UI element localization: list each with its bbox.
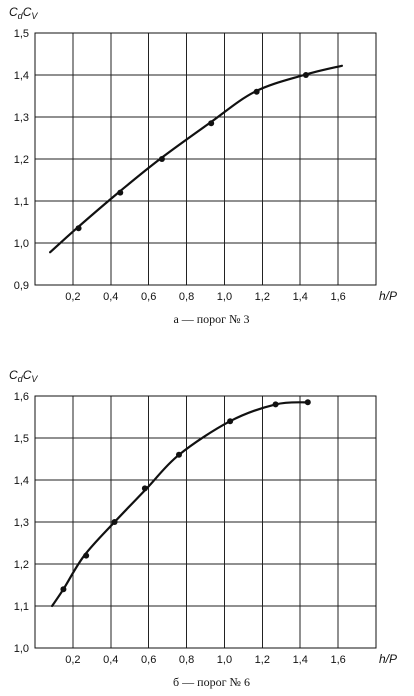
x-tick-label: 0,4 [103, 654, 118, 666]
x-tick-label: 0,6 [141, 654, 156, 666]
x-axis-label: h/P [379, 652, 397, 666]
data-point [302, 72, 309, 78]
data-point [208, 120, 215, 127]
y-tick-label: 1,2 [14, 154, 29, 166]
x-tick-label: 1,0 [217, 291, 232, 303]
x-tick-label: 1,0 [217, 654, 232, 666]
chart-2: 0,2 0,4 0,6 0,8 1,0 1,2 1,4 1,6 1,0 1,1 1,2 1,3 1,4 1… [9, 368, 397, 689]
y-tick-label: 1,6 [14, 391, 29, 403]
data-point [175, 451, 182, 458]
x-tick-label: 1,4 [293, 291, 308, 303]
x-tick-label: 0,2 [65, 654, 80, 666]
y-tick-label: 1,0 [14, 643, 29, 655]
x-tick-label: 1,6 [330, 291, 345, 303]
x-axis-label: h/P [379, 289, 397, 303]
figure-caption: а — порог № 3 [173, 312, 249, 326]
data-point [227, 418, 234, 425]
y-tick-label: 1,0 [14, 238, 29, 250]
y-tick-label: 1,5 [14, 433, 29, 445]
plot-frame [34, 395, 377, 649]
x-tick-label: 0,4 [103, 291, 118, 303]
data-point [158, 156, 165, 162]
figure-caption: б — порог № 6 [173, 675, 250, 689]
y-tick-label: 1,3 [14, 517, 29, 529]
data-point [75, 225, 82, 232]
x-tick-label: 0,6 [141, 291, 156, 303]
x-tick-label: 0,2 [65, 291, 80, 303]
y-tick-label: 1,4 [14, 70, 29, 82]
data-point [141, 485, 148, 492]
x-tick-label: 0,8 [179, 291, 194, 303]
data-point [304, 399, 311, 406]
data-point [272, 401, 279, 408]
chart-1: 0,2 0,4 0,6 0,8 1,0 1,2 1,4 1,6 0,9 1,0 1,1 1,2 1,3 1… [9, 5, 397, 326]
data-point [111, 519, 118, 525]
y-tick-label: 1,1 [14, 196, 29, 208]
data-point [117, 189, 124, 196]
y-tick-label: 1,3 [14, 112, 29, 124]
plot-frame [34, 32, 377, 286]
x-tick-label: 1,2 [255, 291, 270, 303]
x-tick-label: 1,6 [330, 654, 345, 666]
x-tick-label: 1,2 [255, 654, 270, 666]
x-tick-label: 1,4 [293, 654, 308, 666]
data-point [83, 552, 90, 559]
data-point [60, 586, 67, 593]
y-axis-label: CdCV [9, 5, 38, 21]
y-tick-label: 1,2 [14, 559, 29, 571]
series-curve [50, 401, 309, 608]
data-point [253, 88, 260, 95]
y-axis-label: CdCV [9, 368, 38, 384]
y-tick-label: 1,5 [14, 28, 29, 40]
y-tick-label: 1,4 [14, 475, 29, 487]
y-tick-label: 0,9 [14, 280, 29, 292]
x-tick-label: 0,8 [179, 654, 194, 666]
y-tick-label: 1,1 [14, 601, 29, 613]
